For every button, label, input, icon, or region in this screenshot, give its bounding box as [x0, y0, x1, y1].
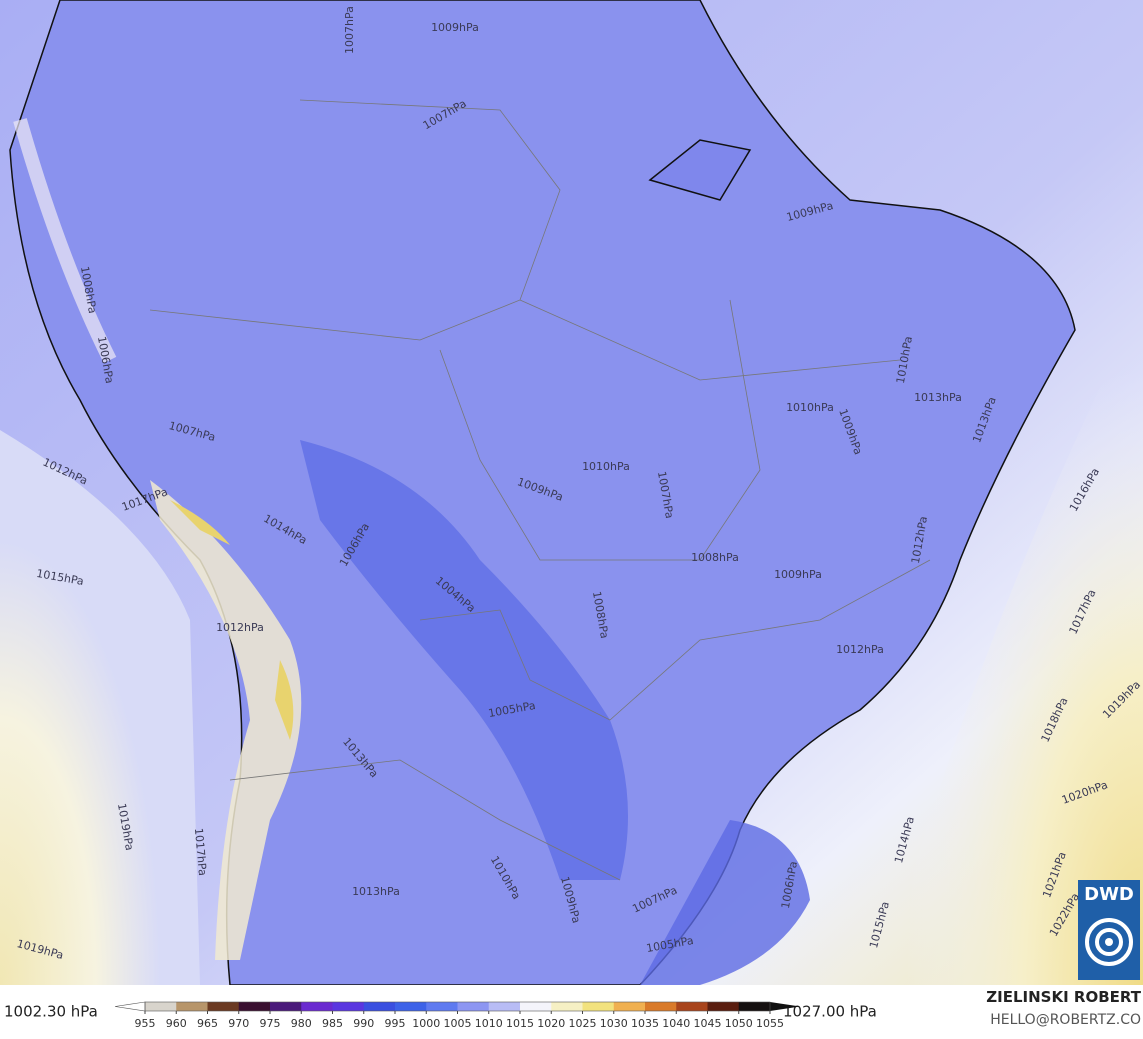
- colorbar-arrow-right: [770, 1002, 800, 1011]
- dwd-logo: DWD: [1078, 880, 1140, 980]
- max-label: 1027.00 hPa: [783, 1003, 877, 1021]
- colorbar-tick-label: 1000: [412, 1017, 440, 1030]
- isobar-label: 1013hPa: [352, 885, 400, 898]
- colorbar-segment: [457, 1002, 490, 1011]
- colorbar-tick-label: 1025: [569, 1017, 597, 1030]
- colorbar-tick-label: 990: [353, 1017, 374, 1030]
- colorbar-tick-label: 970: [228, 1017, 249, 1030]
- colorbar-segment: [395, 1002, 427, 1011]
- isobar-label: 1009hPa: [774, 568, 822, 581]
- credit-mail: HELLO@ROBERTZ.CO: [990, 1012, 1141, 1028]
- colorbar-tick-label: 975: [260, 1017, 281, 1030]
- colorbar-segment: [645, 1002, 677, 1011]
- colorbar-segment: [238, 1002, 271, 1011]
- colorbar-tick-label: 1045: [694, 1017, 722, 1030]
- colorbar-tick-label: 1020: [537, 1017, 565, 1030]
- colorbar-segment: [332, 1002, 365, 1011]
- colorbar-tick-label: 980: [291, 1017, 312, 1030]
- colorbar-tick-label: 1015: [506, 1017, 534, 1030]
- isobar-label: 1013hPa: [914, 391, 962, 404]
- credit-name: ZIELINSKI ROBERT: [986, 988, 1141, 1006]
- isobar-label: 1012hPa: [216, 621, 264, 634]
- colorbar-tick-label: 955: [135, 1017, 156, 1030]
- colorbar-segment: [301, 1002, 333, 1011]
- isobar-label: 1007hPa: [343, 6, 356, 54]
- colorbar-segment: [145, 1002, 177, 1011]
- isobar-label: 1009hPa: [431, 21, 479, 34]
- colorbar-segment: [207, 1002, 240, 1011]
- colorbar: 955 960 965 970 975 980 985 990 995 1000 1005 1010 1…: [114, 1001, 800, 1030]
- min-label: 1002.30 hPa: [4, 1003, 98, 1021]
- colorbar-tick-label: 960: [166, 1017, 187, 1030]
- isobar-label: 1008hPa: [691, 551, 739, 564]
- isobar-label: 1017hPa: [192, 828, 209, 877]
- colorbar-segment: [176, 1002, 208, 1011]
- isobar-label: 1012hPa: [836, 643, 884, 656]
- colorbar-segment: [551, 1002, 583, 1011]
- colorbar-tick-label: 1030: [600, 1017, 628, 1030]
- colorbar-tick-label: 1040: [662, 1017, 690, 1030]
- colorbar-tick-label: 985: [322, 1017, 343, 1030]
- colorbar-segment: [363, 1002, 396, 1011]
- colorbar-tick-label: 1055: [756, 1017, 784, 1030]
- colorbar-tick-label: 965: [197, 1017, 218, 1030]
- colorbar-segment: [488, 1002, 521, 1011]
- colorbar-segment: [707, 1002, 740, 1011]
- map-background: [0, 0, 1143, 986]
- colorbar-tick-label: 1010: [475, 1017, 503, 1030]
- isobar-label: 1010hPa: [786, 401, 834, 414]
- colorbar-segment: [738, 1002, 771, 1011]
- logo-text: DWD: [1084, 884, 1134, 905]
- colorbar-tick-label: 995: [385, 1017, 406, 1030]
- colorbar-segment: [613, 1002, 646, 1011]
- colorbar-tick-label: 1035: [631, 1017, 659, 1030]
- colorbar-segment: [520, 1002, 552, 1011]
- colorbar-segment: [676, 1002, 708, 1011]
- isobar-label: 1010hPa: [582, 460, 630, 473]
- colorbar-tick-label: 1050: [725, 1017, 753, 1030]
- colorbar-tick-label: 1005: [444, 1017, 472, 1030]
- colorbar-segment: [582, 1002, 615, 1011]
- colorbar-segment: [270, 1002, 302, 1011]
- colorbar-segment: [426, 1002, 458, 1011]
